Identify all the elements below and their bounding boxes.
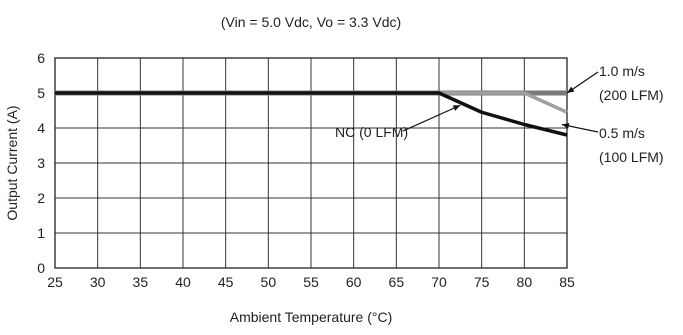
chart-subtitle: (Vin = 5.0 Vdc, Vo = 3.3 Vdc) [221,14,401,30]
x-tick-label: 80 [517,274,533,290]
y-tick-label: 4 [37,120,45,136]
x-tick-label: 35 [133,274,149,290]
x-tick-label: 45 [218,274,234,290]
x-tick-label: 55 [303,274,319,290]
x-tick-label: 30 [90,274,106,290]
x-tick-label: 70 [431,274,447,290]
y-tick-label: 1 [37,225,45,241]
y-axis-label: Output Current (A) [4,105,20,220]
series-label-05ms-lfm: (100 LFM) [599,149,664,165]
series-annotations: 1.0 m/s (200 LFM) 0.5 m/s (100 LFM) NC (0 LF… [335,63,664,165]
x-tick-label: 60 [346,274,362,290]
x-tick-label: 65 [389,274,405,290]
series-line [55,91,568,137]
x-tick-label: 50 [261,274,277,290]
series-label-1ms-lfm: (200 LFM) [599,87,664,103]
x-tick-label: 85 [559,274,575,290]
y-tick-label: 2 [37,190,45,206]
series-label-nc: NC (0 LFM) [335,124,408,140]
y-tick-label: 6 [37,50,45,66]
series-label-05ms: 0.5 m/s [599,125,645,141]
leader-arrowhead [567,86,575,93]
x-tick-label: 40 [175,274,191,290]
x-tick-label: 75 [474,274,490,290]
grid [54,57,568,269]
series-label-1ms: 1.0 m/s [599,63,645,79]
series-lines [55,90,568,137]
x-tick-labels: 25 30 35 40 45 50 55 60 65 70 75 80 85 [47,274,575,290]
y-tick-label: 0 [37,260,45,276]
y-tick-labels: 0 1 2 3 4 5 6 [37,50,45,276]
leader-line [402,104,461,132]
leader-arrowhead [561,122,570,129]
x-axis-label: Ambient Temperature (°C) [230,309,393,325]
y-tick-label: 5 [37,85,45,101]
leader-arrowhead [452,105,461,111]
plot-frame [54,57,568,269]
x-tick-label: 25 [47,274,63,290]
y-tick-label: 3 [37,155,45,171]
